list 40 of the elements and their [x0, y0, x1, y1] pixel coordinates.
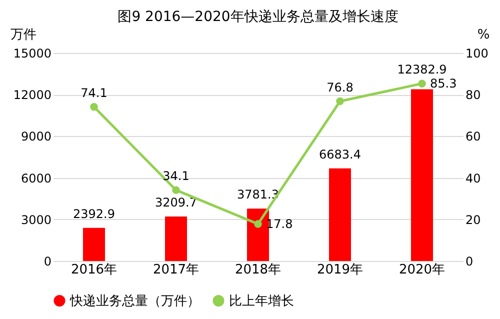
y2-tick-label: 20 — [466, 212, 481, 227]
x-tick-label: 2017年 — [152, 262, 200, 278]
point — [336, 97, 344, 106]
x-tick-label: 2016年 — [70, 262, 118, 278]
data-label: 2392.9 — [73, 206, 115, 221]
bar — [411, 89, 433, 261]
x-tick-label: 2020年 — [398, 262, 446, 278]
data-label: 12382.9 — [397, 62, 447, 77]
legend-label: 比上年增长 — [229, 294, 294, 309]
y2-axis-title: % — [477, 28, 490, 42]
y-tick-label: 0 — [44, 254, 52, 268]
point — [90, 103, 98, 111]
y-tick-label: 6000 — [20, 171, 52, 186]
bar — [165, 216, 187, 261]
y2-tick-label: 80 — [466, 88, 481, 102]
data-label: 34.1 — [162, 169, 190, 184]
y2-tick-label: 100 — [466, 46, 488, 60]
legend-label: 快递业务总量（万件） — [69, 294, 200, 309]
y2-tick-label: 0 — [466, 254, 474, 268]
point — [418, 80, 426, 88]
bar — [329, 168, 351, 261]
chart-title: 图9 2016—2020年快递业务总量及增长速度 — [118, 9, 398, 25]
y2-tick-label: 60 — [466, 130, 481, 144]
bar — [247, 208, 269, 261]
y-axis-title: 万件 — [10, 28, 36, 42]
y-tick-label: 9000 — [20, 130, 52, 144]
data-label: 6683.4 — [319, 147, 361, 162]
x-tick-label: 2019年 — [316, 262, 364, 278]
data-label: 76.8 — [326, 80, 354, 94]
data-label: 3209.7 — [155, 195, 197, 210]
x-tick-label: 2018年 — [234, 262, 282, 278]
y2-tick-label: 40 — [466, 171, 481, 186]
data-label: 74.1 — [80, 86, 108, 100]
data-label: 85.3 — [430, 76, 457, 91]
point — [254, 220, 262, 228]
y-tick-label: 15000 — [13, 46, 52, 60]
point — [172, 186, 180, 194]
y-tick-label: 3000 — [20, 212, 52, 227]
bar — [83, 228, 105, 261]
y-tick-label: 12000 — [13, 88, 52, 102]
